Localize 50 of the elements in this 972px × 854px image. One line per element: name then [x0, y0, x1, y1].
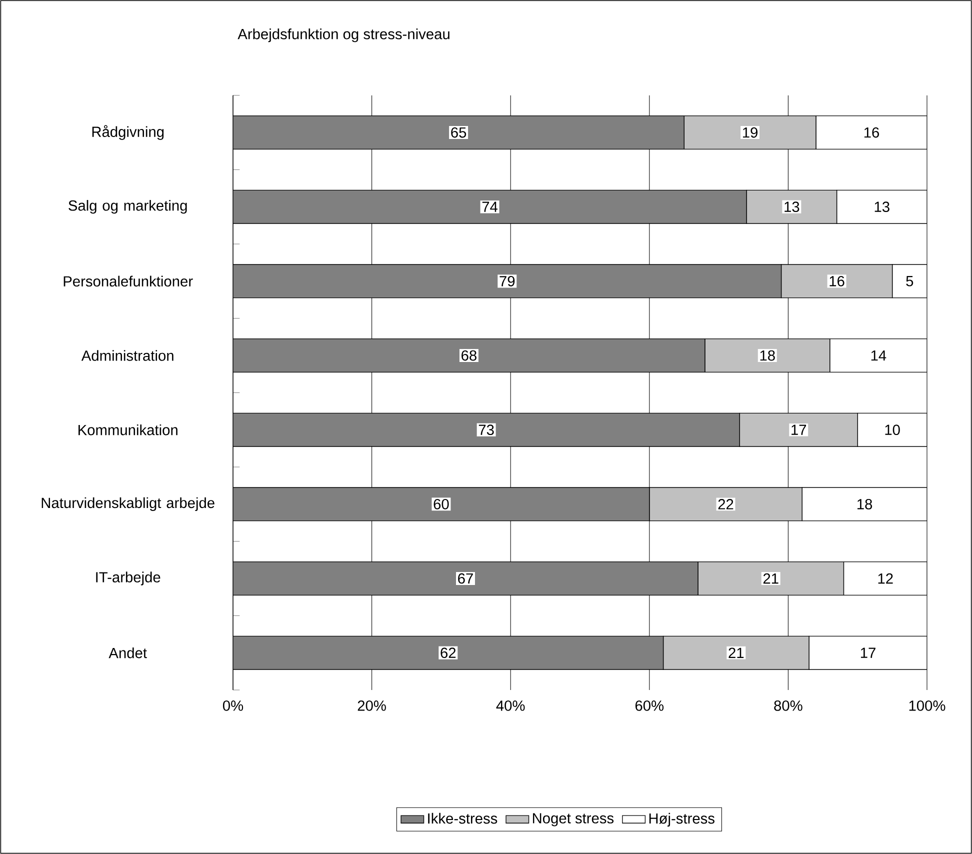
data-label: 68	[462, 350, 476, 361]
data-label: 14	[871, 350, 886, 361]
bar	[233, 338, 706, 372]
data-label: 17	[860, 648, 876, 658]
x-tick-label: 80%	[774, 700, 802, 711]
data-label: 13	[874, 202, 890, 212]
legend-label: Ikke-stress	[428, 812, 498, 824]
bar	[233, 561, 698, 596]
chart-title: Arbejdsfunktion og stress-niveau	[238, 28, 450, 42]
data-label: 73	[478, 424, 494, 436]
data-label: 13	[784, 202, 800, 212]
x-tick-label: 40%	[496, 700, 525, 711]
legend-label: Noget stress	[532, 813, 614, 826]
data-label: 60	[434, 498, 449, 510]
data-label: 5	[906, 276, 914, 286]
bar	[233, 264, 782, 298]
legend-label: Høj-stress	[649, 812, 714, 827]
y-tick-label: Salg og marketing	[68, 200, 187, 214]
y-tick-label: Rådgivning	[92, 125, 164, 140]
data-label: 18	[857, 498, 872, 510]
data-label: 79	[500, 276, 515, 286]
bar	[233, 636, 664, 670]
y-tick-label: Naturvidenskabligt arbejde	[42, 497, 214, 511]
bar	[233, 190, 747, 224]
data-label: 10	[885, 424, 900, 436]
data-label: 74	[482, 202, 498, 212]
bar	[233, 412, 740, 447]
data-label: 22	[718, 499, 734, 510]
data-label: 16	[830, 276, 844, 286]
x-tick-label: 0%	[222, 700, 244, 711]
data-label: 19	[742, 127, 758, 138]
x-tick-label: 20%	[358, 700, 386, 711]
data-label: 67	[458, 573, 473, 584]
data-label: 62	[440, 648, 456, 658]
bar	[233, 487, 650, 522]
data-label: 12	[878, 573, 893, 584]
y-tick-label: Administration	[81, 350, 174, 361]
x-tick-label: 100%	[909, 700, 946, 711]
y-tick-label: Personalefunktioner	[64, 276, 193, 287]
bar	[233, 115, 684, 150]
data-label: 17	[792, 424, 806, 435]
x-tick-label: 60%	[635, 700, 664, 711]
data-label: 16	[864, 127, 879, 138]
data-label: 21	[763, 573, 778, 584]
y-tick-label: Andet	[108, 647, 147, 658]
y-tick-label: Kommunikation	[78, 424, 178, 436]
data-label: 21	[728, 648, 744, 658]
y-tick-label: IT-arbejde	[96, 572, 160, 586]
data-label: 18	[760, 350, 775, 361]
data-label: 65	[451, 127, 466, 138]
